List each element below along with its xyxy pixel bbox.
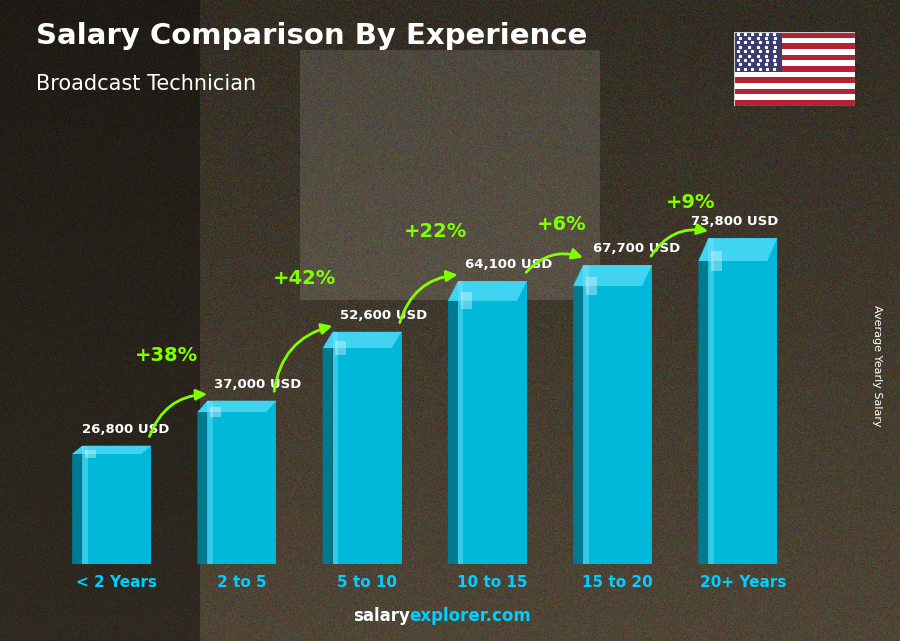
Bar: [734, 78, 855, 83]
Polygon shape: [708, 238, 778, 564]
Polygon shape: [333, 332, 401, 564]
Polygon shape: [72, 445, 82, 564]
Polygon shape: [336, 341, 346, 355]
Text: Salary Comparison By Experience: Salary Comparison By Experience: [36, 22, 587, 51]
Bar: [734, 44, 855, 49]
Bar: [734, 94, 855, 100]
Text: Average Yearly Salary: Average Yearly Salary: [872, 304, 883, 426]
Bar: [734, 32, 855, 38]
Polygon shape: [583, 265, 652, 564]
Polygon shape: [197, 401, 276, 412]
Polygon shape: [708, 238, 714, 564]
Polygon shape: [583, 265, 589, 564]
Text: +22%: +22%: [404, 222, 468, 241]
Text: +38%: +38%: [135, 346, 198, 365]
Text: 67,700 USD: 67,700 USD: [592, 242, 680, 255]
Text: explorer.com: explorer.com: [410, 607, 531, 625]
Text: 64,100 USD: 64,100 USD: [464, 258, 553, 271]
Bar: [734, 49, 855, 54]
Bar: [734, 66, 855, 72]
Polygon shape: [711, 251, 722, 271]
Polygon shape: [82, 445, 151, 564]
Polygon shape: [448, 281, 526, 301]
Text: Broadcast Technician: Broadcast Technician: [36, 74, 256, 94]
Polygon shape: [573, 265, 583, 564]
Bar: [734, 38, 855, 44]
Text: +9%: +9%: [665, 193, 715, 212]
Text: 73,800 USD: 73,800 USD: [690, 215, 778, 228]
Polygon shape: [211, 407, 221, 417]
Bar: [734, 72, 855, 78]
Polygon shape: [448, 281, 458, 564]
Polygon shape: [197, 401, 207, 564]
Polygon shape: [698, 238, 708, 564]
Polygon shape: [458, 281, 464, 564]
Polygon shape: [333, 332, 338, 564]
Polygon shape: [207, 401, 213, 564]
Bar: [734, 32, 782, 72]
Polygon shape: [82, 445, 87, 564]
Polygon shape: [322, 332, 401, 348]
Bar: [734, 54, 855, 60]
Polygon shape: [458, 281, 526, 564]
Polygon shape: [586, 277, 597, 295]
Polygon shape: [461, 292, 472, 310]
Text: 37,000 USD: 37,000 USD: [214, 378, 302, 391]
Text: 26,800 USD: 26,800 USD: [82, 423, 169, 436]
Bar: [734, 60, 855, 66]
Text: salary: salary: [353, 607, 410, 625]
Polygon shape: [322, 332, 333, 564]
Polygon shape: [72, 445, 151, 454]
Bar: [734, 100, 855, 106]
Polygon shape: [85, 451, 96, 458]
Bar: [734, 83, 855, 88]
Polygon shape: [573, 265, 652, 286]
Bar: [734, 88, 855, 94]
Polygon shape: [207, 401, 276, 564]
Text: +6%: +6%: [536, 215, 586, 234]
Text: +42%: +42%: [273, 269, 336, 288]
Text: 52,600 USD: 52,600 USD: [339, 309, 427, 322]
Polygon shape: [698, 238, 778, 261]
